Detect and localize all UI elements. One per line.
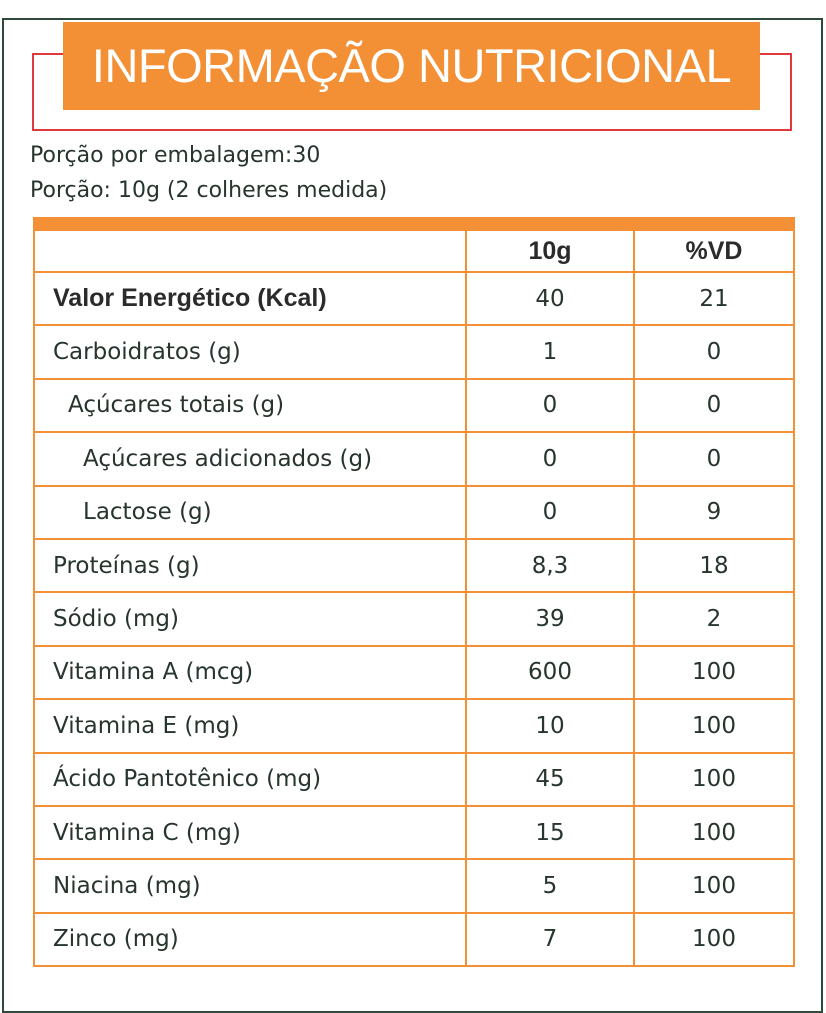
amount-value: 600 bbox=[465, 644, 635, 701]
nutrient-name: Sódio (mg) bbox=[33, 591, 467, 647]
table-row: Vitamina E (mg) 10 100 bbox=[33, 698, 795, 754]
nutrient-name: Valor Energético (Kcal) bbox=[33, 270, 467, 327]
nutrient-name: Vitamina A (mcg) bbox=[33, 644, 467, 701]
table-row: Proteínas (g) 8,3 18 bbox=[33, 537, 795, 594]
label-frame bbox=[2, 18, 823, 1013]
dv-value: 21 bbox=[633, 270, 795, 327]
dv-value: 2 bbox=[633, 591, 795, 647]
table-row: Açúcares totais (g) 0 0 bbox=[33, 377, 795, 434]
amount-value: 45 bbox=[465, 751, 635, 807]
label-title: INFORMAÇÃO NUTRICIONAL bbox=[63, 22, 760, 110]
table-row: Zinco (mg) 7 100 bbox=[33, 911, 795, 968]
amount-value: 7 bbox=[465, 911, 635, 968]
header-nutrient bbox=[33, 229, 467, 273]
table-row: Vitamina A (mcg) 600 100 bbox=[33, 644, 795, 701]
nutrient-name: Vitamina E (mg) bbox=[33, 698, 467, 754]
dv-value: 0 bbox=[633, 431, 795, 487]
nutrient-name: Vitamina C (mg) bbox=[33, 804, 467, 861]
table-row: Açúcares adicionados (g) 0 0 bbox=[33, 431, 795, 487]
amount-value: 0 bbox=[465, 377, 635, 434]
amount-value: 1 bbox=[465, 324, 635, 380]
table-header-row: 10g %VD bbox=[33, 229, 795, 273]
table-row: Ácido Pantotênico (mg) 45 100 bbox=[33, 751, 795, 807]
dv-value: 0 bbox=[633, 324, 795, 380]
dv-value: 100 bbox=[633, 644, 795, 701]
table-row: Vitamina C (mg) 15 100 bbox=[33, 804, 795, 861]
serving-size: Porção: 10g (2 colheres medida) bbox=[30, 178, 388, 203]
dv-value: 100 bbox=[633, 858, 795, 914]
amount-value: 5 bbox=[465, 858, 635, 914]
dv-value: 0 bbox=[633, 377, 795, 434]
amount-value: 39 bbox=[465, 591, 635, 647]
servings-per-package: Porção por embalagem:30 bbox=[30, 143, 321, 168]
table-row: Valor Energético (Kcal) 40 21 bbox=[33, 270, 795, 327]
nutrient-name: Açúcares adicionados (g) bbox=[33, 431, 467, 487]
dv-value: 100 bbox=[633, 911, 795, 968]
amount-value: 40 bbox=[465, 270, 635, 327]
table-row: Niacina (mg) 5 100 bbox=[33, 858, 795, 914]
table-row: Carboidratos (g) 1 0 bbox=[33, 324, 795, 380]
amount-value: 0 bbox=[465, 484, 635, 540]
table-top-bar bbox=[33, 217, 795, 229]
amount-value: 10 bbox=[465, 698, 635, 754]
nutrient-name: Lactose (g) bbox=[33, 484, 467, 540]
dv-value: 100 bbox=[633, 698, 795, 754]
dv-value: 9 bbox=[633, 484, 795, 540]
table-row: Sódio (mg) 39 2 bbox=[33, 591, 795, 647]
nutrient-name: Proteínas (g) bbox=[33, 537, 467, 594]
dv-value: 18 bbox=[633, 537, 795, 594]
amount-value: 15 bbox=[465, 804, 635, 861]
amount-value: 8,3 bbox=[465, 537, 635, 594]
nutrient-name: Carboidratos (g) bbox=[33, 324, 467, 380]
header-dv: %VD bbox=[633, 229, 795, 273]
header-amount: 10g bbox=[465, 229, 635, 273]
nutrient-name: Niacina (mg) bbox=[33, 858, 467, 914]
nutrient-name: Zinco (mg) bbox=[33, 911, 467, 968]
dv-value: 100 bbox=[633, 751, 795, 807]
table-row: Lactose (g) 0 9 bbox=[33, 484, 795, 540]
nutrient-name: Açúcares totais (g) bbox=[33, 377, 467, 434]
nutrition-table: 10g %VD Valor Energético (Kcal) 40 21 Carbo… bbox=[33, 229, 795, 968]
amount-value: 0 bbox=[465, 431, 635, 487]
dv-value: 100 bbox=[633, 804, 795, 861]
nutrient-name: Ácido Pantotênico (mg) bbox=[33, 751, 467, 807]
